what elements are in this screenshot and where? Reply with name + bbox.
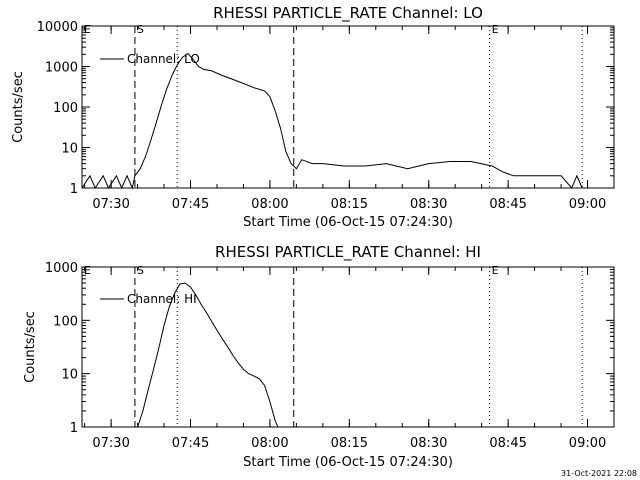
y-tick-label-hi-1: 10 bbox=[61, 368, 78, 383]
event-marker-label-lo-4: E bbox=[492, 23, 499, 36]
x-tick-label-hi-6: 09:00 bbox=[569, 436, 606, 451]
panel-lo: RHESSI PARTICLE_RATE Channel: LO Start T… bbox=[11, 4, 615, 230]
y-tick-label-lo-2: 100 bbox=[53, 101, 78, 116]
y-tick-label-hi-2: 100 bbox=[53, 314, 78, 329]
series-line-channel-lo bbox=[81, 52, 583, 190]
chart-title-hi: RHESSI PARTICLE_RATE Channel: HI bbox=[215, 243, 481, 262]
event-marker-label-hi-4: E bbox=[492, 264, 499, 277]
y-tick-label-hi-3: 1000 bbox=[45, 261, 78, 276]
x-tick-label-hi-3: 08:15 bbox=[331, 436, 368, 451]
y-axis-label-lo: Counts/sec bbox=[11, 71, 26, 143]
panel-hi: RHESSI PARTICLE_RATE Channel: HI Start T… bbox=[23, 243, 615, 470]
event-marker-label-lo-0: E bbox=[84, 23, 91, 36]
y-tick-label-lo-3: 1000 bbox=[45, 61, 78, 76]
y-tick-label-hi-0: 1 bbox=[70, 421, 78, 436]
x-tick-label-lo-4: 08:30 bbox=[410, 197, 447, 212]
x-tick-label-hi-1: 07:45 bbox=[172, 436, 209, 451]
event-marker-label-hi-0: E bbox=[84, 264, 91, 277]
y-tick-label-lo-1: 10 bbox=[61, 142, 78, 157]
x-tick-label-hi-4: 08:30 bbox=[410, 436, 447, 451]
axis-ticks-lo: 07:30 07:45 08:00 08:15 08:30 08:45 09:00 1 10 10… bbox=[37, 20, 615, 212]
x-tick-label-lo-3: 08:15 bbox=[331, 197, 368, 212]
x-tick-label-hi-5: 08:45 bbox=[489, 436, 526, 451]
event-marker-label-lo-1: S bbox=[137, 23, 144, 36]
x-axis-label-lo: Start Time (06-Oct-15 07:24:30) bbox=[243, 215, 453, 230]
chart-title-lo: RHESSI PARTICLE_RATE Channel: LO bbox=[213, 4, 483, 23]
x-tick-label-lo-6: 09:00 bbox=[569, 197, 606, 212]
y-tick-label-lo-0: 1 bbox=[70, 182, 78, 197]
x-axis-label-hi: Start Time (06-Oct-15 07:24:30) bbox=[243, 455, 453, 470]
event-marker-label-hi-1: S bbox=[137, 264, 144, 277]
y-axis-label-hi: Counts/sec bbox=[23, 311, 38, 383]
x-tick-label-lo-2: 08:00 bbox=[251, 197, 288, 212]
x-tick-label-lo-0: 07:30 bbox=[92, 197, 129, 212]
legend-label-lo: Channel: LO bbox=[127, 52, 200, 66]
y-tick-label-lo-4: 10000 bbox=[37, 20, 78, 35]
x-tick-label-hi-2: 08:00 bbox=[251, 436, 288, 451]
footer-date-stamp: 31-Oct-2021 22:08 bbox=[561, 469, 637, 478]
series-line-channel-hi bbox=[137, 282, 279, 428]
x-tick-label-hi-0: 07:30 bbox=[92, 436, 129, 451]
axis-ticks-hi: 07:30 07:45 08:00 08:15 08:30 08:45 09:00 1 10 10… bbox=[45, 261, 615, 451]
x-tick-label-lo-1: 07:45 bbox=[172, 197, 209, 212]
x-tick-label-lo-5: 08:45 bbox=[489, 197, 526, 212]
legend-label-hi: Channel: HI bbox=[127, 292, 197, 306]
